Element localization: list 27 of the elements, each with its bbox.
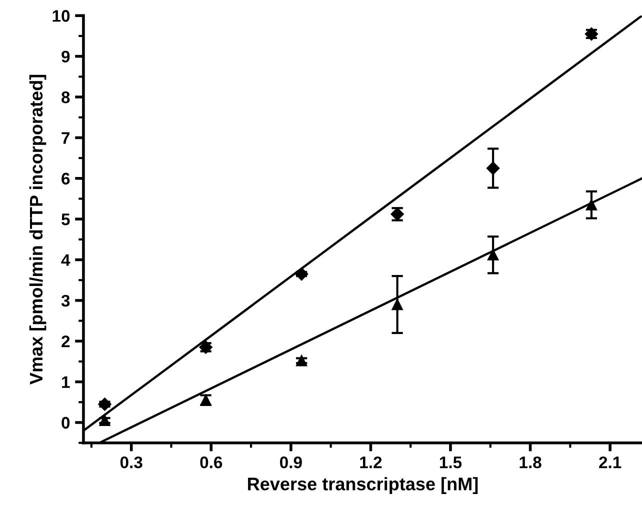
y-tick-label: 0 [62, 416, 70, 429]
point [586, 199, 598, 210]
y-tick-label: 8 [62, 91, 70, 104]
x-tick-label: 0.3 [120, 456, 142, 468]
point [392, 298, 403, 310]
point [486, 162, 500, 175]
x-tick-label: 1.2 [360, 456, 382, 468]
y-tick-label: 5 [62, 214, 70, 226]
point [296, 355, 308, 366]
y-tick-label: 6 [62, 172, 70, 185]
y-tick-label: 10 [52, 10, 70, 22]
x-tick-label: 0.9 [280, 456, 302, 468]
point [99, 414, 110, 426]
y-tick-label: 7 [62, 132, 70, 144]
x-tick-label: 2.1 [599, 456, 622, 468]
y-tick-label: 2 [62, 336, 70, 348]
y-tick-label: 3 [61, 294, 70, 307]
point [98, 398, 112, 411]
y-axis-title: Vmax [pmol/min dTTP incorporated] [29, 74, 46, 384]
point [294, 267, 308, 281]
x-tick-label: 0.6 [200, 456, 222, 468]
y-tick-label: 9 [62, 50, 70, 63]
y-tick-label: 1 [62, 376, 70, 388]
x-tick-label: 1.8 [520, 456, 542, 468]
y-tick-label: 4 [61, 254, 70, 266]
x-axis-title: Reverse transcriptase [nM] [248, 477, 478, 494]
x-tick-label: 1.5 [440, 456, 462, 468]
